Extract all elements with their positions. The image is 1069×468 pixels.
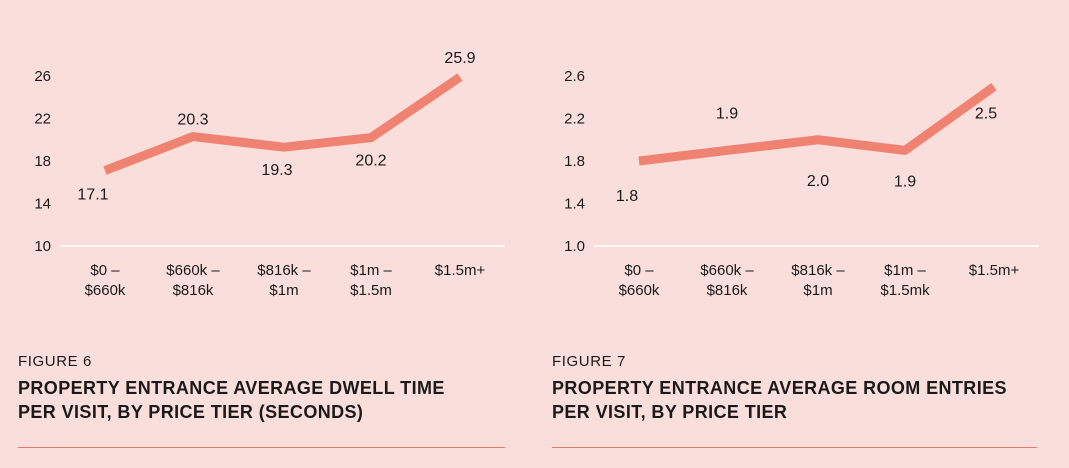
data-label: 1.9 [894, 173, 916, 190]
series-line [103, 73, 463, 175]
x-tick-label: $1m – $1.5mk [880, 262, 930, 299]
y-tick-label: 14 [34, 196, 51, 213]
figure-7-chart: 1.0 1.4 1.8 2.2 2.6 $0 – $660k $660k – $816k $816… [564, 68, 1039, 299]
y-tick-label: 1.0 [564, 238, 585, 255]
series-line [638, 82, 997, 166]
x-tick-label: $660k – $816k [166, 262, 220, 299]
data-label: 2.0 [807, 173, 829, 190]
figure-6-title: PROPERTY ENTRANCE AVERAGE DWELL TIME PER… [18, 378, 445, 422]
y-tick-label: 2.2 [564, 111, 585, 128]
figure-7-label: FIGURE 7 [552, 353, 626, 370]
y-tick-label: 22 [34, 111, 51, 128]
figure-7-divider [552, 447, 1037, 448]
figure-6-label: FIGURE 6 [18, 353, 92, 370]
data-label: 19.3 [261, 162, 292, 179]
data-label: 17.1 [77, 187, 108, 204]
x-tick-label: $816k – $1m [257, 262, 311, 299]
y-tick-label: 1.8 [564, 153, 585, 170]
x-tick-label: $1.5m+ [435, 262, 486, 279]
data-label: 1.8 [616, 188, 638, 205]
x-tick-label: $0 – $660k [619, 262, 660, 299]
x-tick-label: $660k – $816k [700, 262, 754, 299]
y-tick-label: 10 [34, 238, 51, 255]
x-tick-label: $0 – $660k [85, 262, 126, 299]
x-tick-label: $1.5m+ [969, 262, 1020, 279]
data-label: 20.3 [177, 112, 208, 129]
data-label: 20.2 [355, 153, 386, 170]
figure-7-title: PROPERTY ENTRANCE AVERAGE ROOM ENTRIES P… [552, 378, 1007, 422]
x-tick-label: $1m – $1.5m [350, 262, 392, 299]
figure-6-chart: 10 14 18 22 26 $0 – $660k $660k – $816k $816k – $1… [34, 50, 505, 299]
x-tick-label: $816k – $1m [791, 262, 845, 299]
figure-6-divider [18, 447, 505, 448]
data-label: 2.5 [975, 106, 997, 123]
data-label: 1.9 [716, 105, 738, 122]
y-tick-label: 2.6 [564, 68, 585, 85]
figure-7-panel: 1.0 1.4 1.8 2.2 2.6 $0 – $660k $660k – $816k $816… [534, 0, 1068, 468]
data-label: 25.9 [444, 50, 475, 67]
y-tick-label: 1.4 [564, 196, 585, 213]
figure-6-panel: 10 14 18 22 26 $0 – $660k $660k – $816k $816k – $1… [0, 0, 534, 468]
y-tick-label: 26 [34, 68, 51, 85]
y-tick-label: 18 [34, 153, 51, 170]
